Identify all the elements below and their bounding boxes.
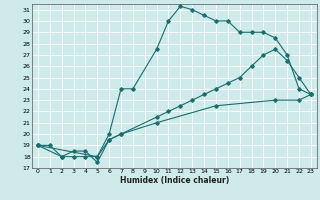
X-axis label: Humidex (Indice chaleur): Humidex (Indice chaleur)	[120, 176, 229, 185]
